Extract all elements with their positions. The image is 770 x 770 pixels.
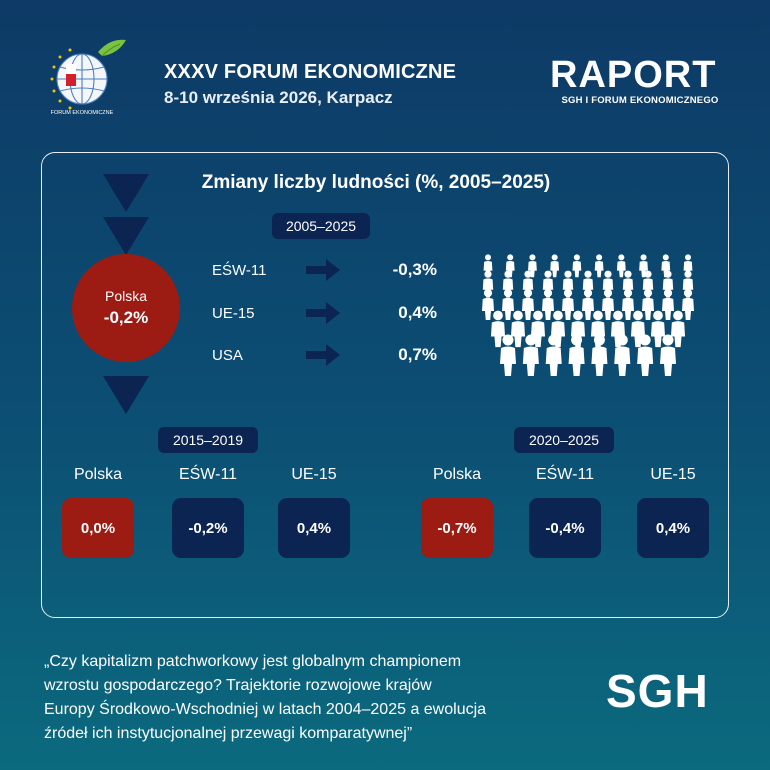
row-label-esw: EŚW-11	[212, 262, 267, 279]
main-period-badge: 2005–2025	[272, 213, 370, 239]
person-icon	[562, 288, 574, 320]
person-icon	[591, 334, 608, 376]
sgh-logo: SGH	[606, 665, 709, 717]
person-icon	[502, 270, 514, 298]
person-icon	[622, 288, 634, 320]
person-icon	[616, 254, 626, 278]
person-icon	[637, 334, 654, 376]
person-icon	[542, 270, 554, 298]
person-icon	[670, 310, 686, 348]
person-icon	[522, 270, 534, 298]
person-icon	[482, 288, 494, 320]
person-icon	[550, 310, 566, 348]
polska-label: Polska	[104, 288, 148, 304]
person-icon	[682, 270, 694, 298]
event-title: XXXV FORUM EKONOMICZNE	[164, 61, 457, 83]
report-subtitle: SGH I FORUM EKONOMICZNEGO	[561, 95, 719, 106]
svg-text:FORUM EKONOMICZNE: FORUM EKONOMICZNE	[51, 110, 114, 116]
person-icon	[568, 334, 585, 376]
person-icon	[661, 254, 671, 278]
person-icon	[582, 270, 594, 298]
person-icon	[572, 254, 582, 278]
person-icon	[500, 334, 516, 376]
person-icon	[590, 310, 606, 348]
quote-line: „Czy kapitalizm patchworkowy jest global…	[44, 653, 462, 670]
triangle-down-icon	[103, 217, 149, 255]
arrow-right-icon	[306, 344, 340, 366]
quote-line: Europy Środkowo-Wschodniej w latach 2004…	[44, 701, 487, 718]
person-icon	[483, 254, 493, 278]
globe-logo-icon: FORUM EKONOMICZNE	[50, 39, 126, 116]
row-value-ue15: 0,4%	[398, 303, 437, 322]
person-icon	[683, 254, 693, 278]
period2-label-esw: EŚW-11	[535, 466, 595, 483]
person-icon	[622, 270, 634, 298]
person-icon	[602, 288, 614, 320]
person-icon	[550, 254, 560, 278]
person-icon	[650, 310, 666, 348]
person-icon	[528, 254, 537, 278]
triangle-down-icon	[103, 174, 149, 212]
person-icon	[660, 334, 676, 376]
period2-label-polska: Polska	[432, 466, 482, 483]
person-icon	[614, 334, 631, 376]
person-icon	[639, 254, 648, 278]
period-badge-2015-2019: 2015–2019	[158, 427, 258, 453]
period1-label-polska: Polska	[73, 466, 123, 483]
period1-label-ue15: UE-15	[291, 466, 337, 483]
person-icon	[510, 310, 526, 348]
person-icon	[662, 270, 674, 298]
row-value-esw: -0,3%	[392, 260, 437, 279]
person-icon	[682, 288, 694, 320]
quote-line: źródeł ich instytucjonalnej przewagi kom…	[44, 725, 413, 742]
period1-value-polska: 0,0%	[62, 498, 134, 558]
person-icon	[610, 310, 626, 348]
period2-value-ue15: 0,4%	[637, 498, 709, 558]
event-subtitle: 8-10 września 2026, Karpacz	[164, 88, 393, 107]
quote-line: wzrostu gospodarczego? Trajektorie rozwo…	[44, 677, 432, 694]
report-title: RAPORT	[550, 54, 717, 96]
period1-value-esw: -0,2%	[172, 498, 244, 558]
period1-value-ue15: 0,4%	[278, 498, 350, 558]
forum-logo: FORUM EKONOMICZNE	[44, 34, 130, 120]
period2-value-polska: -0,7%	[421, 498, 493, 558]
person-icon	[642, 270, 654, 298]
period2-value-esw: -0,4%	[529, 498, 601, 558]
person-icon	[562, 270, 574, 298]
person-icon	[530, 310, 546, 348]
population-panel	[41, 152, 729, 618]
person-icon	[490, 310, 506, 348]
person-icon	[522, 334, 539, 376]
period2-label-ue15: UE-15	[650, 466, 696, 483]
row-value-usa: 0,7%	[398, 345, 437, 364]
person-icon	[642, 288, 654, 320]
person-icon	[505, 254, 515, 278]
person-icon	[482, 270, 494, 298]
person-icon	[594, 254, 604, 278]
arrow-right-icon	[306, 259, 340, 281]
person-icon	[545, 334, 562, 376]
period-badge-2020-2025: 2020–2025	[514, 427, 614, 453]
person-icon	[662, 288, 674, 320]
report-quote: „Czy kapitalizm patchworkowy jest global…	[44, 650, 564, 746]
person-icon	[570, 310, 586, 348]
polska-total-circle: Polska -0,2%	[72, 254, 180, 362]
person-icon	[502, 288, 514, 320]
person-icon	[542, 288, 554, 320]
panel-title: Zmiany liczby ludności (%, 2005–2025)	[201, 172, 551, 193]
person-icon	[630, 310, 646, 348]
polska-value: -0,2%	[103, 308, 149, 327]
period1-label-esw: EŚW-11	[178, 466, 238, 483]
crowd-icon	[482, 254, 694, 376]
triangle-down-icon	[103, 376, 149, 414]
row-label-ue15: UE-15	[212, 305, 255, 322]
person-icon	[582, 288, 594, 320]
arrow-right-icon	[306, 302, 340, 324]
row-label-usa: USA	[212, 347, 243, 364]
person-icon	[522, 288, 534, 320]
person-icon	[602, 270, 614, 298]
